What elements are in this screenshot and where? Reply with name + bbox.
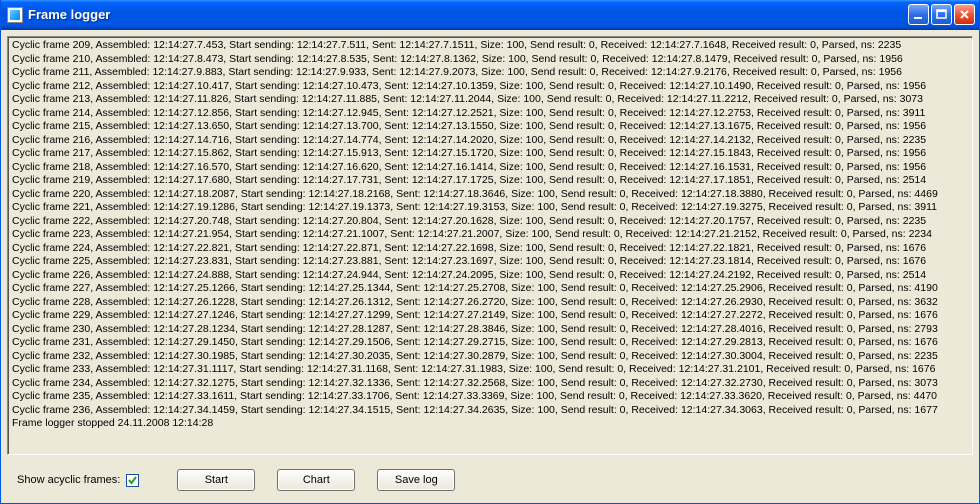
minimize-icon xyxy=(912,8,925,21)
log-line[interactable]: Cyclic frame 209, Assembled: 12:14:27.7.… xyxy=(12,39,968,53)
window-buttons xyxy=(908,4,975,25)
log-line[interactable]: Cyclic frame 229, Assembled: 12:14:27.27… xyxy=(12,309,968,323)
acyclic-checkbox-wrap: Show acyclic frames: xyxy=(17,474,139,487)
maximize-icon xyxy=(935,8,948,21)
close-button[interactable] xyxy=(954,4,975,25)
minimize-button[interactable] xyxy=(908,4,929,25)
log-line[interactable]: Cyclic frame 214, Assembled: 12:14:27.12… xyxy=(12,107,968,121)
acyclic-checkbox[interactable] xyxy=(126,474,139,487)
acyclic-checkbox-label: Show acyclic frames: xyxy=(17,474,120,486)
log-line[interactable]: Cyclic frame 231, Assembled: 12:14:27.29… xyxy=(12,336,968,350)
log-line[interactable]: Cyclic frame 233, Assembled: 12:14:27.31… xyxy=(12,363,968,377)
log-line[interactable]: Cyclic frame 220, Assembled: 12:14:27.18… xyxy=(12,188,968,202)
log-line[interactable]: Cyclic frame 227, Assembled: 12:14:27.25… xyxy=(12,282,968,296)
chart-button[interactable]: Chart xyxy=(277,469,355,491)
log-line[interactable]: Cyclic frame 215, Assembled: 12:14:27.13… xyxy=(12,120,968,134)
log-line[interactable]: Cyclic frame 228, Assembled: 12:14:27.26… xyxy=(12,296,968,310)
log-line[interactable]: Cyclic frame 211, Assembled: 12:14:27.9.… xyxy=(12,66,968,80)
checkmark-icon xyxy=(127,475,138,486)
log-listbox[interactable]: Cyclic frame 209, Assembled: 12:14:27.7.… xyxy=(7,36,973,455)
maximize-button[interactable] xyxy=(931,4,952,25)
log-line[interactable]: Cyclic frame 235, Assembled: 12:14:27.33… xyxy=(12,390,968,404)
save-log-button[interactable]: Save log xyxy=(377,469,455,491)
log-line[interactable]: Cyclic frame 216, Assembled: 12:14:27.14… xyxy=(12,134,968,148)
log-line[interactable]: Cyclic frame 225, Assembled: 12:14:27.23… xyxy=(12,255,968,269)
log-line[interactable]: Cyclic frame 218, Assembled: 12:14:27.16… xyxy=(12,161,968,175)
log-line[interactable]: Cyclic frame 221, Assembled: 12:14:27.19… xyxy=(12,201,968,215)
log-line[interactable]: Cyclic frame 230, Assembled: 12:14:27.28… xyxy=(12,323,968,337)
log-line[interactable]: Cyclic frame 222, Assembled: 12:14:27.20… xyxy=(12,215,968,229)
log-line[interactable]: Cyclic frame 210, Assembled: 12:14:27.8.… xyxy=(12,53,968,67)
close-icon xyxy=(958,8,971,21)
log-line[interactable]: Cyclic frame 217, Assembled: 12:14:27.15… xyxy=(12,147,968,161)
log-line[interactable]: Cyclic frame 224, Assembled: 12:14:27.22… xyxy=(12,242,968,256)
app-icon xyxy=(7,7,23,23)
client-area: Cyclic frame 209, Assembled: 12:14:27.7.… xyxy=(1,30,979,503)
log-line[interactable]: Cyclic frame 223, Assembled: 12:14:27.21… xyxy=(12,228,968,242)
bottom-bar: Show acyclic frames: Start Chart Save lo… xyxy=(7,455,973,497)
log-line[interactable]: Frame logger stopped 24.11.2008 12:14:28 xyxy=(12,417,968,431)
app-window: Frame logger Cyclic frame 209, Assembled… xyxy=(0,0,980,504)
window-title: Frame logger xyxy=(28,7,908,22)
log-line[interactable]: Cyclic frame 213, Assembled: 12:14:27.11… xyxy=(12,93,968,107)
log-line[interactable]: Cyclic frame 219, Assembled: 12:14:27.17… xyxy=(12,174,968,188)
titlebar[interactable]: Frame logger xyxy=(1,0,979,30)
log-line[interactable]: Cyclic frame 232, Assembled: 12:14:27.30… xyxy=(12,350,968,364)
log-line[interactable]: Cyclic frame 234, Assembled: 12:14:27.32… xyxy=(12,377,968,391)
log-line[interactable]: Cyclic frame 212, Assembled: 12:14:27.10… xyxy=(12,80,968,94)
start-button[interactable]: Start xyxy=(177,469,255,491)
log-line[interactable]: Cyclic frame 226, Assembled: 12:14:27.24… xyxy=(12,269,968,283)
log-line[interactable]: Cyclic frame 236, Assembled: 12:14:27.34… xyxy=(12,404,968,418)
